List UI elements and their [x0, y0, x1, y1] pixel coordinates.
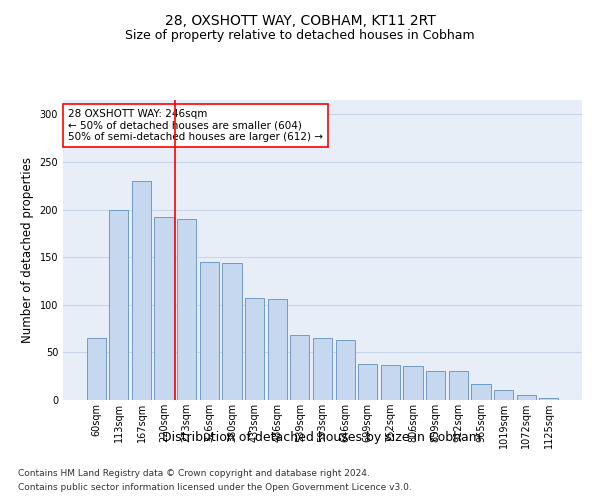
Bar — [335, 340, 355, 400]
Text: Size of property relative to detached houses in Cobham: Size of property relative to detached ho… — [125, 28, 475, 42]
Bar — [539, 398, 559, 400]
Bar — [517, 395, 536, 400]
Text: 28, OXSHOTT WAY, COBHAM, KT11 2RT: 28, OXSHOTT WAY, COBHAM, KT11 2RT — [164, 14, 436, 28]
Bar — [403, 366, 422, 400]
Text: 28 OXSHOTT WAY: 246sqm
← 50% of detached houses are smaller (604)
50% of semi-de: 28 OXSHOTT WAY: 246sqm ← 50% of detached… — [68, 109, 323, 142]
Text: Contains public sector information licensed under the Open Government Licence v3: Contains public sector information licen… — [18, 483, 412, 492]
Text: Contains HM Land Registry data © Crown copyright and database right 2024.: Contains HM Land Registry data © Crown c… — [18, 470, 370, 478]
Bar — [494, 390, 513, 400]
Bar — [426, 372, 445, 400]
Bar — [290, 335, 310, 400]
Bar — [177, 219, 196, 400]
Bar — [223, 263, 242, 400]
Y-axis label: Number of detached properties: Number of detached properties — [21, 157, 34, 343]
Bar — [358, 364, 377, 400]
Bar — [154, 217, 174, 400]
Bar — [132, 181, 151, 400]
Bar — [268, 299, 287, 400]
Bar — [245, 298, 264, 400]
Bar — [200, 262, 219, 400]
Bar — [471, 384, 491, 400]
Bar — [313, 338, 332, 400]
Bar — [449, 372, 468, 400]
Bar — [86, 338, 106, 400]
Bar — [381, 365, 400, 400]
Bar — [109, 210, 128, 400]
Text: Distribution of detached houses by size in Cobham: Distribution of detached houses by size … — [161, 431, 481, 444]
